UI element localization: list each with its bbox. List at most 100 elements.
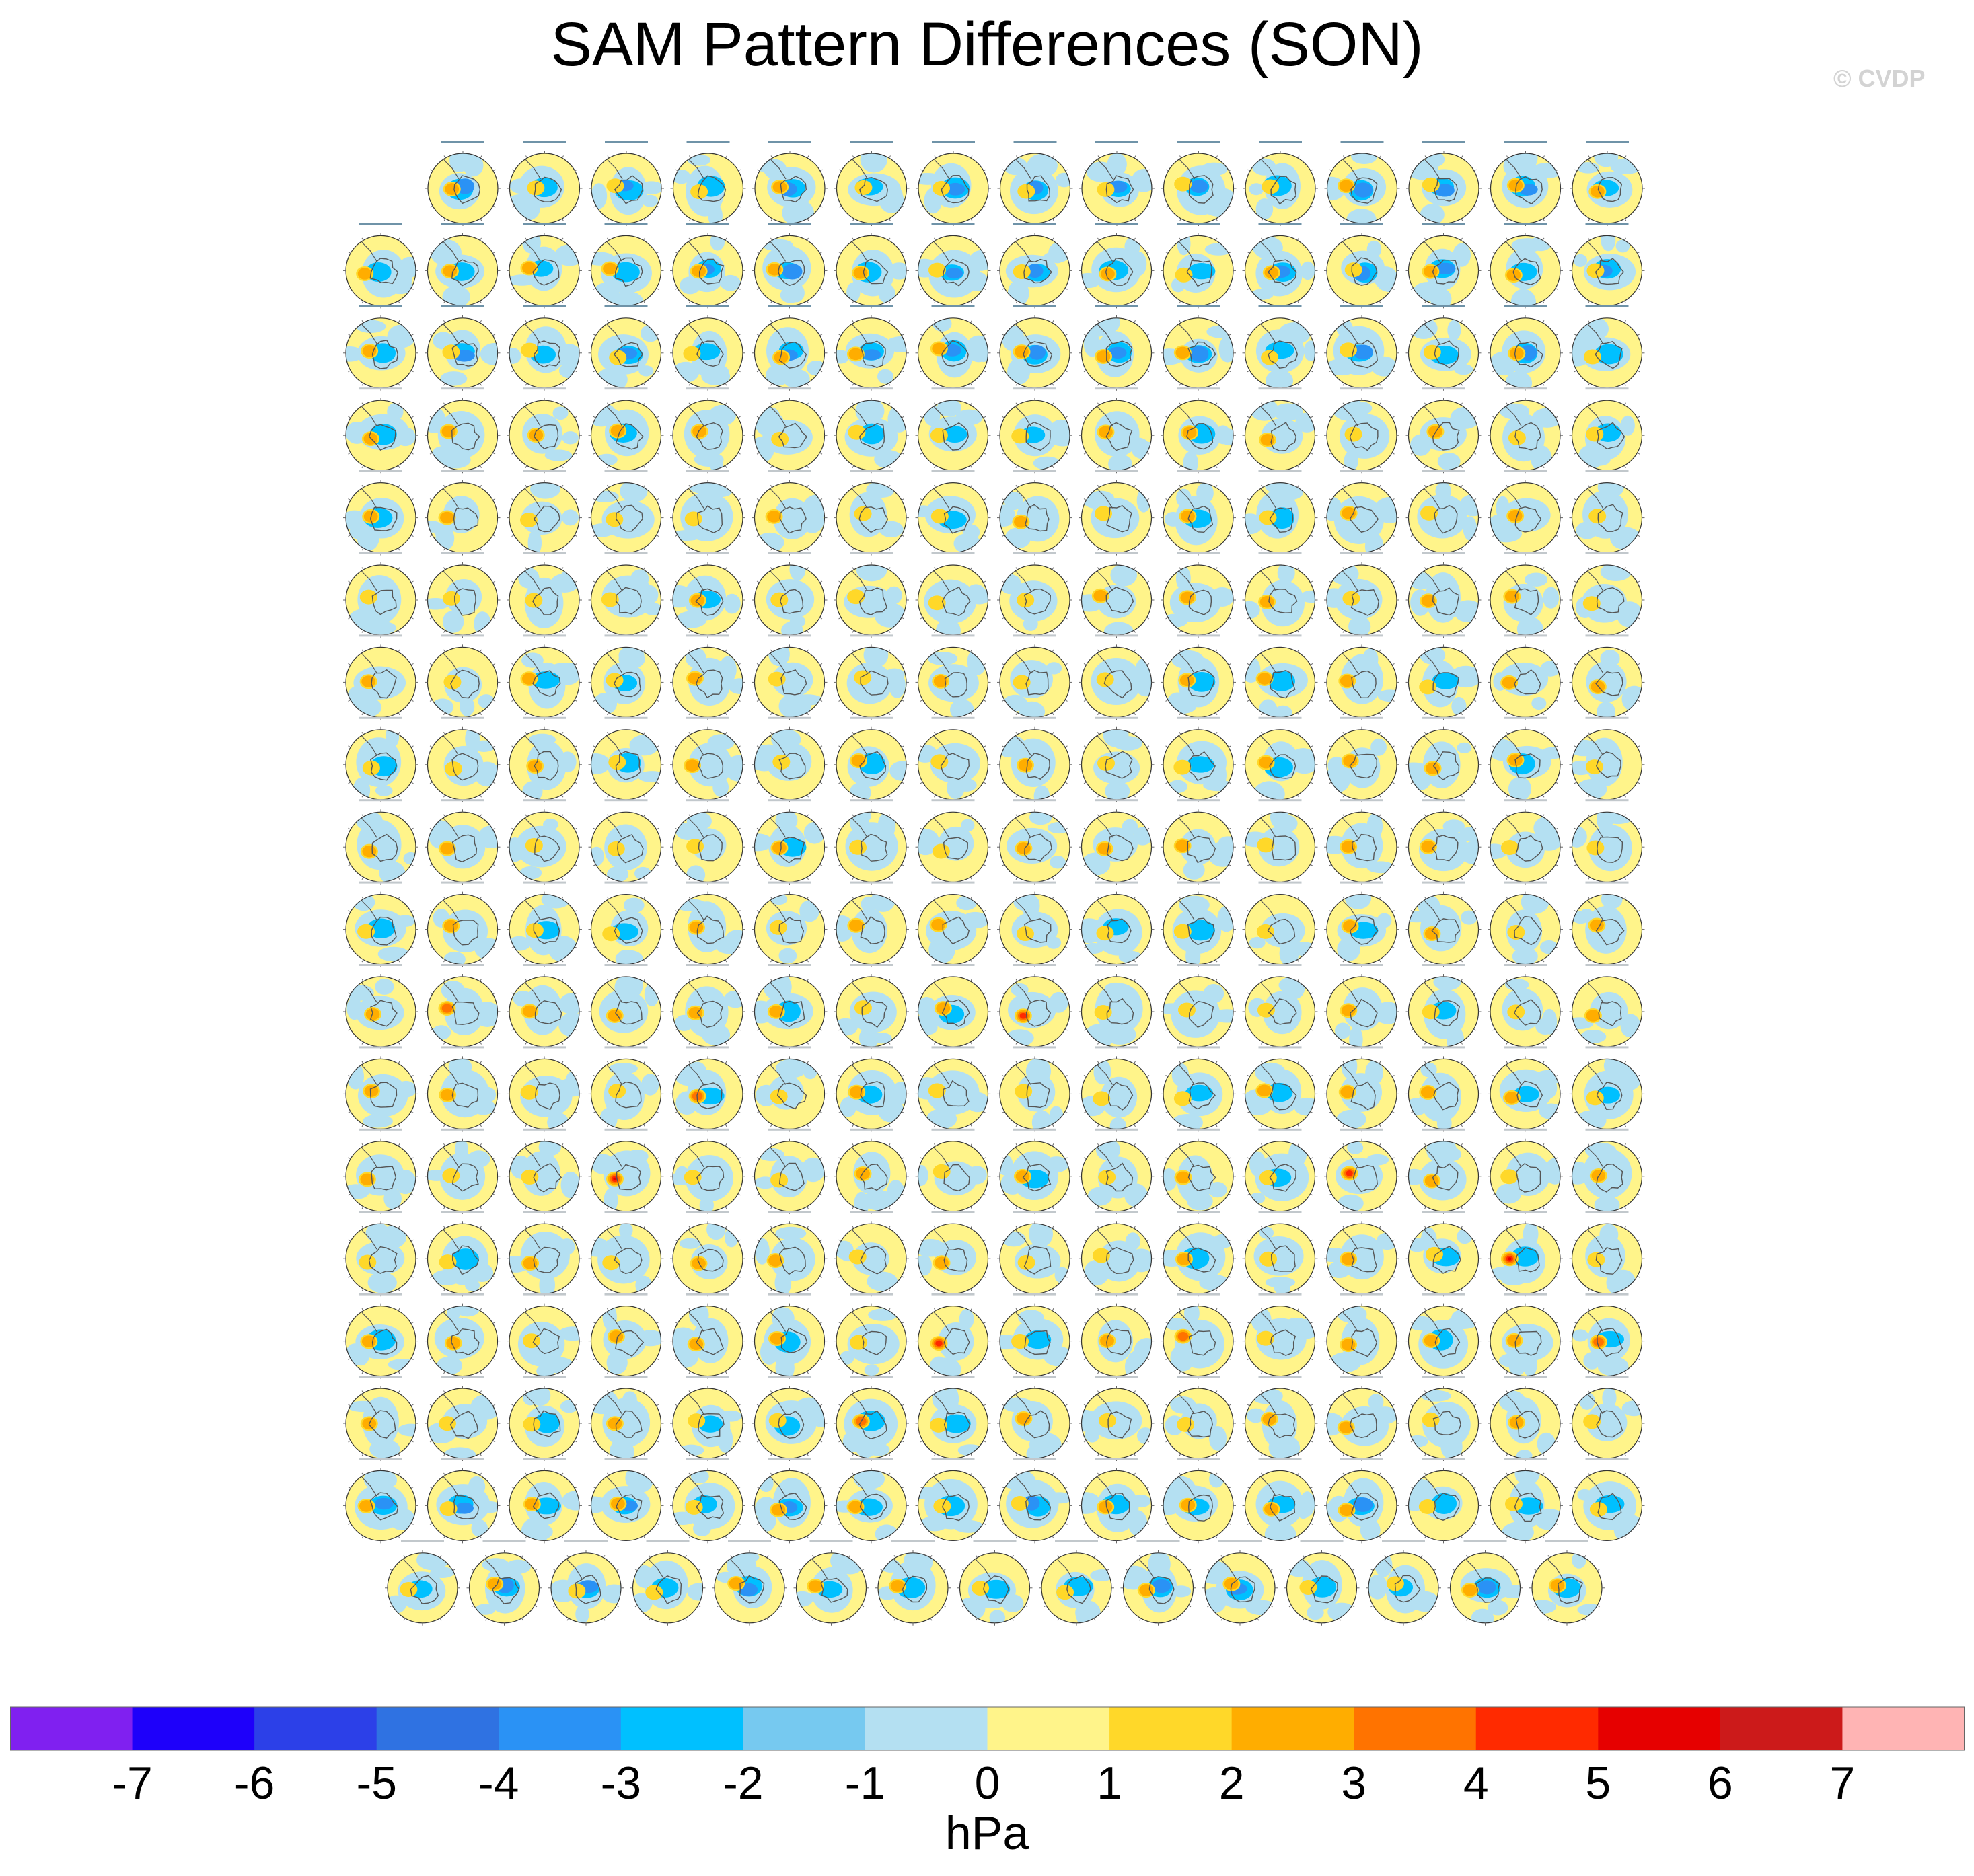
- map-longitude-tick: [429, 580, 433, 583]
- map-pressure-anomaly: [1572, 739, 1601, 757]
- map-longitude-tick: [1097, 383, 1099, 386]
- map-pressure-anomaly: [926, 1109, 957, 1129]
- map-longitude-tick: [525, 732, 527, 735]
- map-pressure-anomaly: [846, 282, 861, 302]
- map-longitude-tick: [1637, 1028, 1640, 1031]
- map-longitude-tick: [920, 946, 923, 949]
- map-longitude-tick: [888, 567, 891, 570]
- map-longitude-tick: [1179, 1041, 1181, 1045]
- panel-title-text: [850, 141, 893, 143]
- map-longitude-tick: [1379, 548, 1381, 551]
- map-longitude-tick: [1588, 465, 1590, 468]
- map-longitude-tick: [1297, 630, 1299, 633]
- panel-title-text: [441, 1046, 484, 1049]
- polar-map-panel: [425, 552, 501, 638]
- antarctica-coastline: [534, 176, 562, 202]
- map-pressure-anomaly: [673, 361, 700, 383]
- map-longitude-tick: [1379, 630, 1381, 633]
- antarctica-coastline: [451, 422, 480, 451]
- map-longitude-tick: [525, 630, 527, 633]
- map-pressure-anomaly: [754, 436, 774, 463]
- map-longitude-tick: [511, 370, 515, 373]
- map-longitude-tick: [901, 535, 904, 537]
- polar-map-panel: [1405, 1046, 1482, 1132]
- map-longitude-tick: [1297, 794, 1299, 798]
- map-pressure-anomaly: [1504, 590, 1519, 603]
- map-longitude-tick: [1343, 155, 1345, 159]
- map-pressure-anomaly: [1504, 1092, 1519, 1104]
- map-longitude-tick: [1637, 1111, 1640, 1113]
- map-pressure-anomaly: [688, 154, 711, 166]
- antarctica-coastline: [1515, 176, 1543, 204]
- map-longitude-tick: [1588, 484, 1590, 488]
- map-pressure-anomaly: [1336, 1109, 1366, 1129]
- map-longitude-tick: [737, 334, 741, 336]
- polar-map-panel: [1569, 964, 1645, 1049]
- map-pressure-anomaly: [955, 409, 983, 426]
- panel-title-text: [850, 964, 893, 966]
- map-longitude-tick: [838, 251, 842, 254]
- panel-title-text: [850, 223, 893, 225]
- map-longitude-tick: [852, 237, 854, 241]
- polar-map-panel: [1242, 552, 1318, 638]
- map-longitude-tick: [1329, 864, 1332, 866]
- map-longitude-tick: [1179, 465, 1181, 468]
- map-longitude-tick: [1165, 992, 1169, 995]
- antarctica-coastline: [454, 588, 476, 616]
- map-longitude-tick: [1261, 301, 1263, 304]
- map-longitude-tick: [756, 416, 760, 418]
- map-pressure-anomaly: [630, 569, 649, 589]
- map-longitude-tick: [1134, 1124, 1136, 1127]
- map-pressure-anomaly: [445, 183, 460, 195]
- map-longitude-tick: [819, 334, 823, 336]
- polar-map-panel: [1488, 470, 1563, 556]
- map-longitude-tick: [1310, 1111, 1313, 1113]
- map-longitude-tick: [492, 416, 496, 418]
- polar-map-panel: [752, 141, 828, 226]
- map-longitude-tick: [725, 567, 727, 570]
- map-longitude-tick: [1424, 484, 1426, 488]
- map-pressure-anomaly: [1586, 840, 1605, 856]
- map-longitude-tick: [1310, 946, 1313, 949]
- panel-title-text: [604, 387, 648, 390]
- map-longitude-tick: [1379, 155, 1381, 159]
- map-longitude-tick: [838, 535, 842, 537]
- map-longitude-tick: [888, 896, 891, 899]
- map-longitude-tick: [675, 1028, 678, 1031]
- map-longitude-tick: [770, 1061, 772, 1064]
- map-longitude-tick: [838, 334, 842, 336]
- map-longitude-tick: [1297, 1061, 1299, 1064]
- map-longitude-tick: [1542, 301, 1545, 304]
- map-longitude-tick: [1342, 649, 1345, 652]
- map-longitude-tick: [1084, 169, 1087, 172]
- map-longitude-tick: [1179, 567, 1181, 570]
- map-pressure-anomaly: [562, 509, 579, 526]
- map-longitude-tick: [410, 416, 414, 418]
- map-pressure-anomaly: [1269, 507, 1294, 529]
- map-longitude-tick: [1555, 334, 1558, 336]
- polar-map-panel: [997, 881, 1072, 967]
- map-longitude-tick: [1473, 452, 1477, 455]
- map-longitude-tick: [725, 1041, 727, 1045]
- map-longitude-tick: [675, 535, 678, 537]
- map-longitude-tick: [443, 1041, 445, 1045]
- panel-title-text: [441, 799, 484, 802]
- map-pressure-anomaly: [720, 274, 741, 291]
- map-longitude-tick: [607, 732, 609, 735]
- map-longitude-tick: [888, 484, 891, 488]
- map-longitude-tick: [920, 992, 923, 995]
- panel-title-text: [686, 1046, 729, 1049]
- map-pressure-anomaly: [789, 565, 806, 581]
- panel-title-text: [1422, 634, 1465, 637]
- map-longitude-tick: [429, 992, 433, 995]
- map-pressure-anomaly: [1410, 434, 1432, 456]
- figure-title: SAM Pattern Differences (SON): [550, 10, 1424, 79]
- map-longitude-tick: [1015, 237, 1018, 241]
- map-pressure-anomaly: [1572, 346, 1591, 367]
- map-longitude-tick: [574, 452, 577, 455]
- map-pressure-anomaly: [522, 673, 536, 685]
- map-longitude-tick: [480, 1124, 482, 1127]
- map-pressure-anomaly: [460, 696, 475, 716]
- map-pressure-anomaly: [442, 285, 471, 306]
- map-pressure-anomaly: [556, 344, 579, 368]
